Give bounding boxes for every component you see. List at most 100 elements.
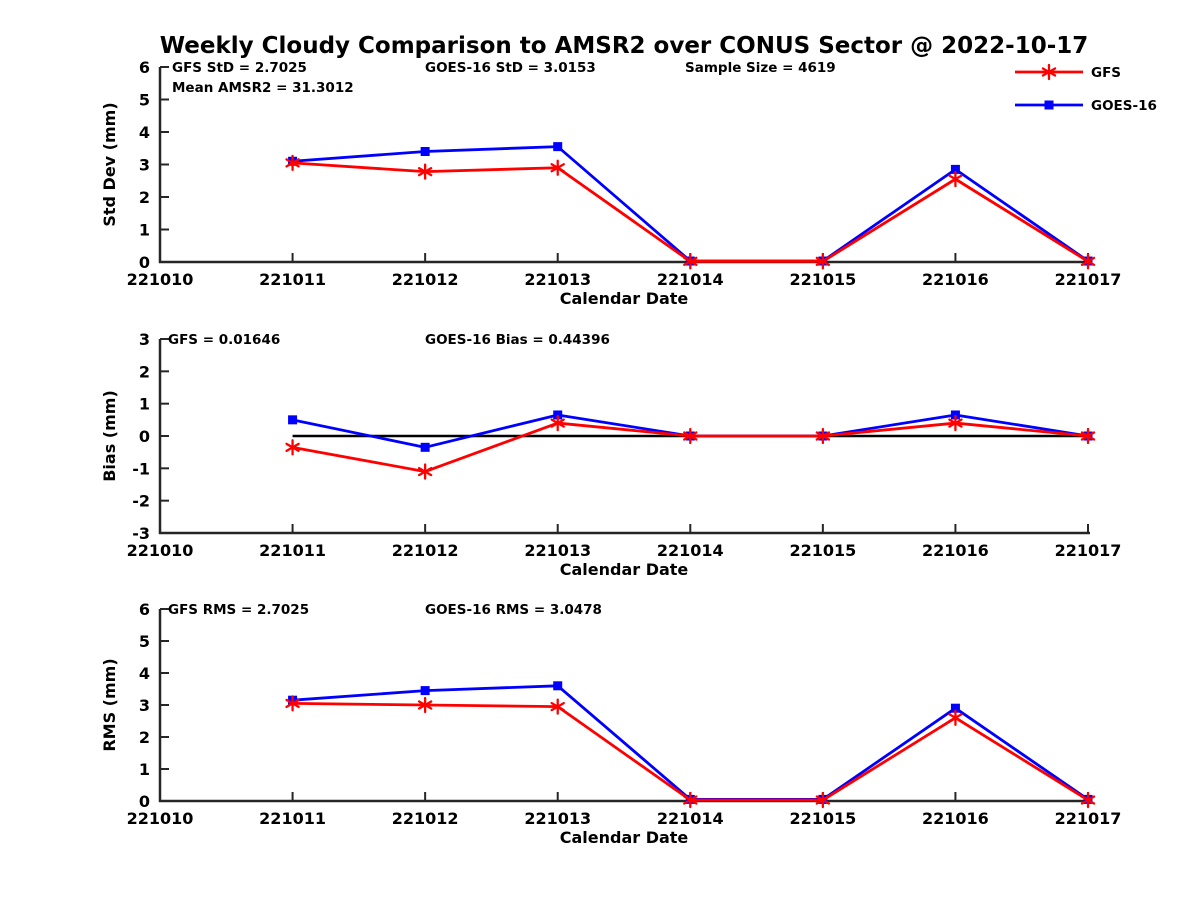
x-tick-label: 221010 xyxy=(127,270,194,289)
legend-label: GOES-16 xyxy=(1091,98,1157,114)
legend-marker-square xyxy=(1044,100,1054,110)
marker-square-goes-16 xyxy=(420,442,430,452)
y-axis-label: Bias (mm) xyxy=(100,390,119,482)
marker-square-goes-16 xyxy=(553,142,563,152)
asterisk-spoke xyxy=(417,700,433,710)
chart-title: Weekly Cloudy Comparison to AMSR2 over C… xyxy=(160,33,1089,59)
asterisk-spoke xyxy=(550,418,565,428)
marker-asterisk-gfs xyxy=(683,427,698,445)
marker-asterisk-gfs xyxy=(815,427,831,445)
annotation: Sample Size = 4619 xyxy=(685,60,836,76)
x-tick-label: 221013 xyxy=(524,541,591,560)
marker-asterisk-gfs xyxy=(417,696,433,714)
y-tick-label: 6 xyxy=(139,58,150,77)
marker-asterisk-gfs xyxy=(1080,791,1096,809)
series-line-goes-16 xyxy=(292,684,1089,801)
x-tick-label: 221017 xyxy=(1055,270,1122,289)
series-line-goes-16 xyxy=(292,145,1089,263)
asterisk-spoke xyxy=(550,163,565,173)
asterisk-spoke xyxy=(815,795,831,805)
asterisk-spoke xyxy=(948,174,963,184)
x-tick-label: 221015 xyxy=(789,270,856,289)
y-tick-label: 0 xyxy=(139,253,150,272)
x-tick-label: 221010 xyxy=(127,809,194,828)
x-tick-label: 221014 xyxy=(657,270,724,289)
marker-square-goes-16 xyxy=(420,147,430,156)
marker-asterisk-gfs xyxy=(417,163,433,180)
marker-asterisk-gfs xyxy=(285,439,300,456)
y-tick-label: 3 xyxy=(139,330,150,349)
y-tick-label: 5 xyxy=(139,91,150,110)
marker-square-goes-16 xyxy=(288,415,298,425)
marker-asterisk-gfs xyxy=(550,414,565,432)
x-tick-label: 221015 xyxy=(789,541,856,560)
x-tick-label: 221015 xyxy=(789,809,856,828)
asterisk-spoke xyxy=(1080,431,1096,441)
x-tick-label: 221013 xyxy=(524,270,591,289)
marker-asterisk-gfs xyxy=(285,695,300,712)
marker-asterisk-gfs xyxy=(417,463,433,480)
y-tick-label: 1 xyxy=(139,760,150,779)
marker-square-goes-16 xyxy=(950,164,960,174)
asterisk-spoke xyxy=(417,466,433,477)
asterisk-spoke xyxy=(683,256,698,267)
x-tick-label: 221014 xyxy=(657,809,724,828)
x-tick-label: 221012 xyxy=(392,809,459,828)
asterisk-spoke xyxy=(1080,256,1096,267)
x-tick-label: 221016 xyxy=(922,809,989,828)
marker-asterisk-gfs xyxy=(550,159,565,176)
asterisk-spoke xyxy=(1080,795,1096,805)
y-tick-label: 2 xyxy=(139,362,150,381)
y-tick-label: -2 xyxy=(132,492,150,511)
x-tick-label: 221012 xyxy=(392,270,459,289)
asterisk-spoke xyxy=(550,701,565,712)
marker-square-goes-16 xyxy=(553,681,563,691)
asterisk-spoke xyxy=(815,431,831,441)
asterisk-spoke xyxy=(285,698,300,709)
x-tick-label: 221014 xyxy=(657,541,724,560)
marker-asterisk-gfs xyxy=(285,154,300,172)
y-tick-label: 4 xyxy=(139,664,150,683)
annotation: GFS StD = 2.7025 xyxy=(172,60,307,76)
y-tick-label: 0 xyxy=(139,427,150,446)
asterisk-spoke xyxy=(948,418,963,428)
y-tick-label: 4 xyxy=(139,123,150,142)
annotation: GOES-16 Bias = 0.44396 xyxy=(425,332,610,348)
x-axis-label: Calendar Date xyxy=(560,560,689,579)
annotation: GOES-16 RMS = 3.0478 xyxy=(425,602,602,618)
y-tick-label: -3 xyxy=(132,524,150,543)
marker-square-goes-16 xyxy=(950,703,960,713)
marker-asterisk-gfs xyxy=(1080,427,1096,445)
y-tick-label: 5 xyxy=(139,632,150,651)
marker-asterisk-gfs xyxy=(683,253,698,270)
y-tick-label: 1 xyxy=(139,221,150,240)
annotation: GOES-16 StD = 3.0153 xyxy=(425,60,596,76)
x-tick-label: 221011 xyxy=(259,270,326,289)
y-tick-label: 3 xyxy=(139,156,150,175)
y-axis-label: RMS (mm) xyxy=(100,658,119,751)
asterisk-spoke xyxy=(683,431,698,441)
y-tick-label: 6 xyxy=(139,600,150,619)
asterisk-spoke xyxy=(683,795,698,805)
marker-asterisk-gfs xyxy=(948,709,963,726)
asterisk-spoke xyxy=(1041,67,1057,77)
x-tick-label: 221017 xyxy=(1055,809,1122,828)
x-tick-label: 221010 xyxy=(127,541,194,560)
marker-asterisk-gfs xyxy=(1080,253,1096,270)
marker-square-goes-16 xyxy=(420,686,430,696)
annotation: Mean AMSR2 = 31.3012 xyxy=(172,80,354,96)
x-tick-label: 221011 xyxy=(259,809,326,828)
x-axis-label: Calendar Date xyxy=(560,289,689,308)
x-tick-label: 221016 xyxy=(922,541,989,560)
x-tick-label: 221016 xyxy=(922,270,989,289)
x-axis-label: Calendar Date xyxy=(560,828,689,847)
marker-asterisk-gfs xyxy=(815,253,831,270)
y-tick-label: 0 xyxy=(139,792,150,811)
y-tick-label: 2 xyxy=(139,188,150,207)
y-tick-label: 1 xyxy=(139,395,150,414)
asterisk-spoke xyxy=(815,256,831,267)
x-tick-label: 221017 xyxy=(1055,541,1122,560)
asterisk-spoke xyxy=(417,166,433,177)
